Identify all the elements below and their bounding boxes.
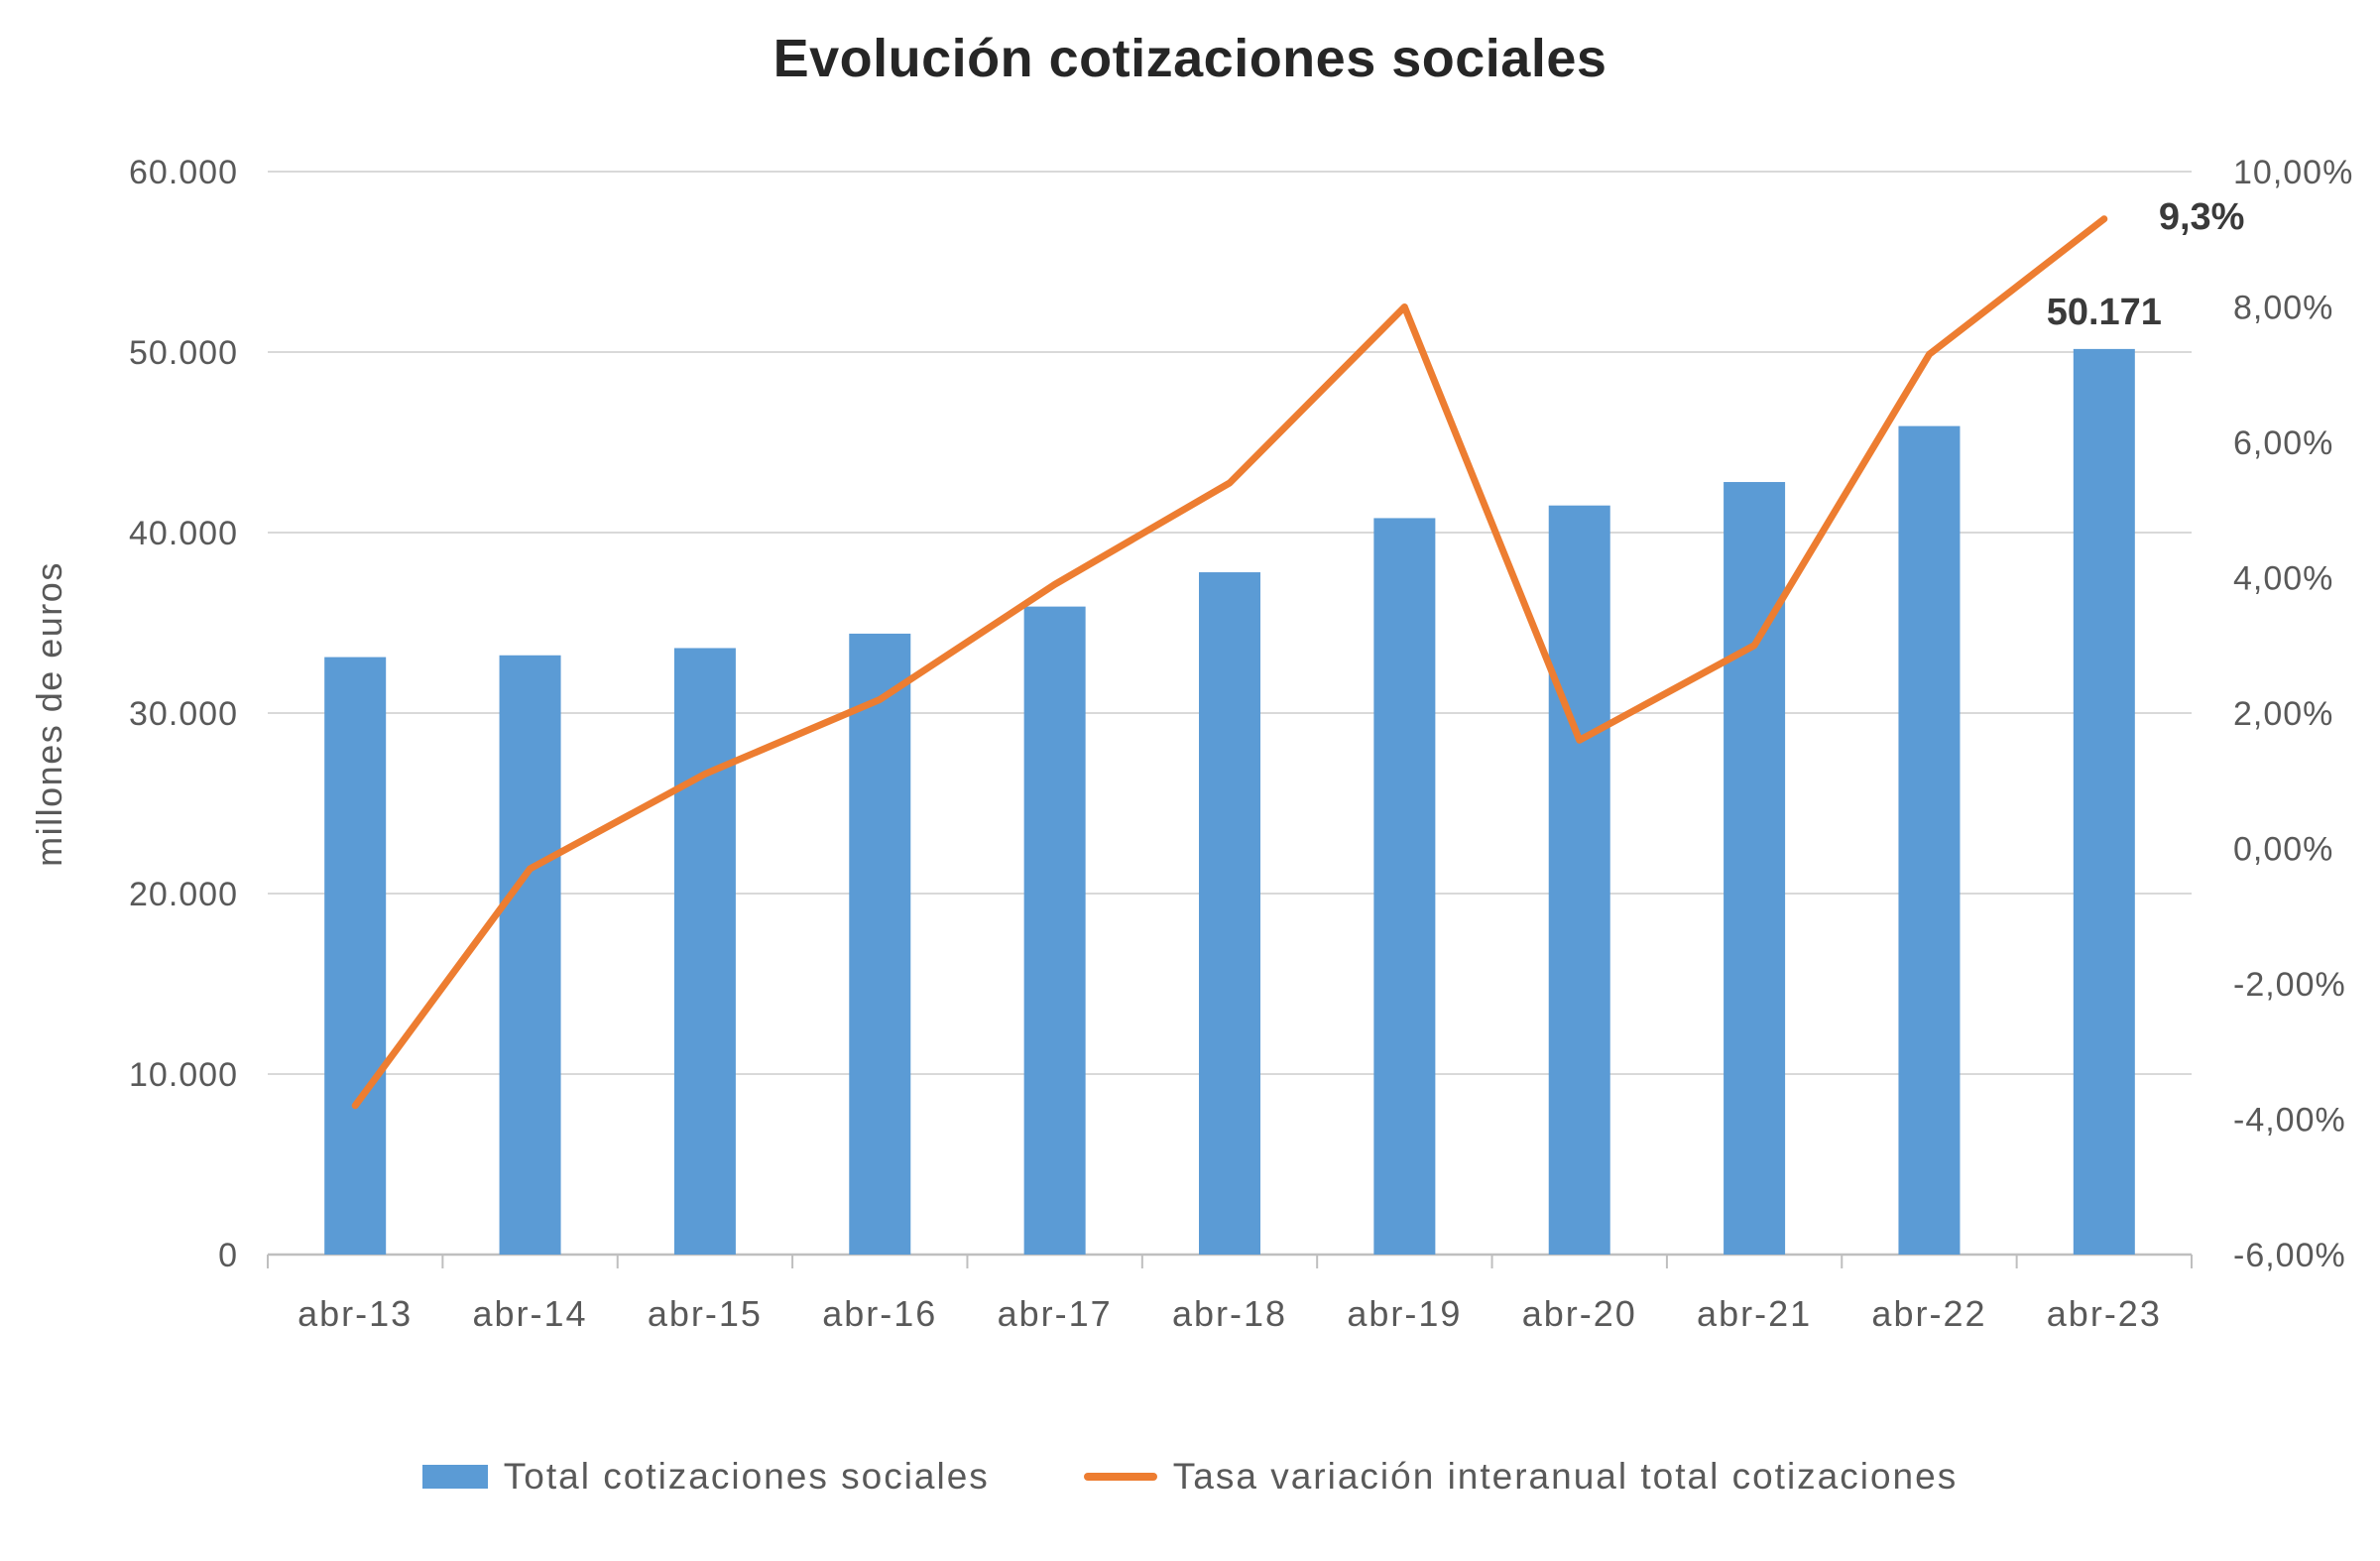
bar-abr-19 (1373, 518, 1436, 1255)
bar-abr-21 (1724, 482, 1786, 1255)
x-axis-category-label: abr-23 (2047, 1293, 2162, 1334)
bar-abr-22 (1898, 425, 1961, 1255)
right-axis-tick-label: -4,00% (2233, 1102, 2346, 1140)
bar-abr-13 (324, 657, 387, 1255)
legend-item-line-series: Tasa variación interanual total cotizaci… (1083, 1456, 1959, 1498)
right-axis-tick-label: 2,00% (2233, 695, 2333, 733)
bar-value-label: 50.171 (2047, 292, 2162, 333)
x-axis-category-label: abr-16 (822, 1293, 937, 1334)
bar-abr-20 (1548, 505, 1610, 1255)
bar-abr-23 (2073, 348, 2135, 1255)
left-axis-tick-label: 10.000 (129, 1056, 238, 1094)
line-series-swatch-icon (1083, 1473, 1157, 1481)
x-axis-category-label: abr-14 (473, 1293, 588, 1334)
x-axis-category-label: abr-21 (1697, 1293, 1812, 1334)
left-axis-tick-label: 60.000 (129, 154, 238, 191)
legend-label-bar-series: Total cotizaciones sociales (503, 1456, 990, 1497)
bar-abr-17 (1023, 606, 1086, 1255)
variation-rate-line (351, 215, 2108, 1110)
x-axis-category-label: abr-13 (298, 1293, 413, 1334)
left-axis-tick-label: 40.000 (129, 515, 238, 552)
right-axis-tick-label: 4,00% (2233, 560, 2333, 598)
right-axis-tick-label: 8,00% (2233, 290, 2333, 327)
left-axis-title: millones de euros (29, 561, 69, 867)
bar-abr-18 (1199, 572, 1260, 1255)
left-axis-tick-label: 50.000 (129, 334, 238, 372)
right-axis-tick-label: -2,00% (2233, 966, 2346, 1004)
bar-abr-16 (849, 633, 911, 1255)
left-axis-tick-label: 0 (218, 1237, 238, 1274)
right-axis-tick-label: 0,00% (2233, 831, 2333, 869)
left-axis-tick-label: 20.000 (129, 876, 238, 913)
chart-title: Evolución cotizaciones sociales (773, 29, 1607, 88)
bar-series-swatch-icon (421, 1465, 488, 1489)
legend-label-line-series: Tasa variación interanual total cotizaci… (1172, 1456, 1959, 1497)
right-axis-tick-label: 10,00% (2233, 154, 2353, 191)
left-axis-tick-label: 30.000 (129, 695, 238, 733)
x-axis-category-label: abr-20 (1522, 1293, 1637, 1334)
bar-abr-15 (673, 648, 736, 1255)
right-axis-tick-label: -6,00% (2233, 1237, 2346, 1274)
legend-item-bar-series: Total cotizaciones sociales (421, 1456, 990, 1498)
x-axis-category-label: abr-18 (1172, 1293, 1287, 1334)
x-axis-category-label: abr-19 (1347, 1293, 1462, 1334)
x-axis-category-label: abr-15 (648, 1293, 763, 1334)
x-axis-category-label: abr-22 (1871, 1293, 1986, 1334)
chart-legend: Total cotizaciones sociales Tasa variaci… (0, 1456, 2380, 1498)
line-value-label: 9,3% (2159, 196, 2245, 238)
right-axis-tick-label: 6,00% (2233, 424, 2333, 462)
x-axis-category-label: abr-17 (998, 1293, 1113, 1334)
bar-abr-14 (499, 655, 561, 1255)
